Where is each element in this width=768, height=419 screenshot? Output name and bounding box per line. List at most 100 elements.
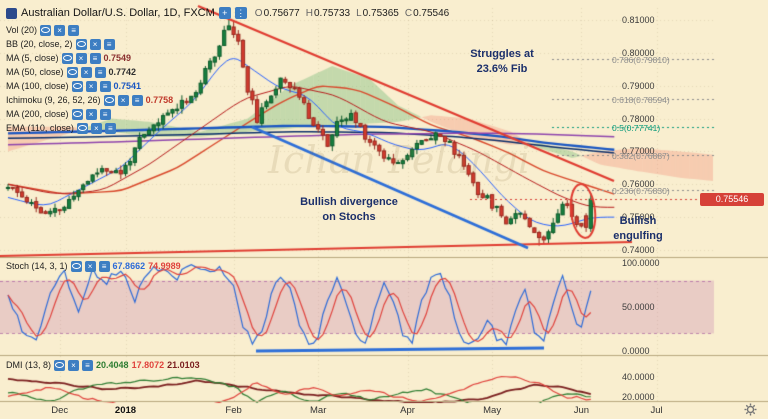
- symbol-logo-icon: [6, 7, 17, 19]
- stoch-value: 74.9989: [148, 261, 181, 271]
- eye-icon: [77, 125, 87, 131]
- indicator-value: 0.7549: [103, 53, 132, 63]
- remove-indicator-button[interactable]: ×: [84, 260, 96, 272]
- indicator-row: Ichimoku (9, 26, 52, 26) × ≡ 0.7758: [6, 93, 173, 107]
- indicator-label[interactable]: MA (200, close): [6, 109, 69, 119]
- close-value: 0.75546: [413, 7, 450, 19]
- indicator-row: MA (50, close) × ≡ 0.7742: [6, 65, 173, 79]
- dmi-label[interactable]: DMI (13, 8): [6, 360, 52, 370]
- indicator-row: EMA (110, close) × ≡: [6, 121, 173, 135]
- dmi-value: 17.8072: [131, 360, 165, 370]
- price-axis-label: 0.79000: [622, 80, 655, 91]
- indicator-menu-button[interactable]: ≡: [68, 24, 80, 36]
- visibility-toggle[interactable]: [71, 80, 83, 92]
- eye-icon: [62, 55, 72, 61]
- fib-level-label: 0.382(0.76887): [612, 151, 670, 162]
- annotation-struggles: Struggles at 23.6% Fib: [470, 48, 534, 75]
- time-axis-label: Feb: [225, 405, 242, 416]
- visibility-toggle[interactable]: [75, 38, 87, 50]
- indicator-menu-button[interactable]: ≡: [103, 38, 115, 50]
- remove-indicator-button[interactable]: ×: [89, 38, 101, 50]
- visibility-toggle[interactable]: [40, 24, 52, 36]
- price-axis-label: 0.75000: [622, 212, 655, 223]
- visibility-toggle[interactable]: [71, 108, 83, 120]
- eye-icon: [67, 69, 77, 75]
- indicator-legend: Vol (20) × ≡ BB (20, close, 2) × ≡ MA (5, clos…: [6, 23, 173, 135]
- stoch-scale-label: 0.0000: [622, 346, 650, 356]
- indicator-label[interactable]: BB (20, close, 2): [6, 39, 73, 49]
- remove-indicator-button[interactable]: ×: [80, 66, 92, 78]
- price-axis-label: 0.80000: [622, 47, 655, 58]
- price-axis-label: 0.76000: [622, 179, 655, 190]
- time-axis-label: May: [483, 405, 502, 416]
- visibility-toggle[interactable]: [66, 66, 78, 78]
- indicator-value: 0.7742: [108, 67, 137, 77]
- indicator-label[interactable]: Vol (20): [6, 25, 38, 35]
- visibility-toggle[interactable]: [61, 52, 73, 64]
- fib-level-label: 0.236(0.75830): [612, 185, 670, 196]
- indicator-menu-button[interactable]: ≡: [104, 122, 116, 134]
- remove-indicator-button[interactable]: ×: [54, 24, 66, 36]
- dmi-legend-row: DMI (13, 8) × ≡ 20.4048 17.8072 21.0103: [6, 358, 200, 372]
- close-label: C: [404, 7, 413, 19]
- more-options-button[interactable]: ⋮: [234, 7, 247, 19]
- indicator-menu-button[interactable]: ≡: [99, 108, 111, 120]
- indicator-label[interactable]: MA (50, close): [6, 67, 64, 77]
- axis-settings-gear-icon[interactable]: [744, 403, 757, 416]
- dmi-value: 20.4048: [96, 360, 129, 370]
- eye-icon: [41, 27, 51, 33]
- indicator-label[interactable]: MA (5, close): [6, 53, 59, 63]
- remove-indicator-button[interactable]: ×: [117, 94, 129, 106]
- time-axis-label: Apr: [400, 405, 415, 416]
- eye-icon: [76, 41, 86, 47]
- price-axis-label: 0.78000: [622, 113, 655, 124]
- add-alert-button[interactable]: +: [218, 7, 231, 19]
- time-axis-label: Jul: [650, 405, 663, 416]
- visibility-toggle[interactable]: [70, 260, 82, 272]
- indicator-menu-button[interactable]: ≡: [82, 359, 94, 371]
- indicator-menu-button[interactable]: ≡: [131, 94, 143, 106]
- indicator-value: 0.7758: [145, 95, 174, 105]
- indicator-menu-button[interactable]: ≡: [99, 80, 111, 92]
- open-value: 0.75677: [263, 7, 300, 19]
- time-axis-label: Mar: [310, 405, 327, 416]
- stoch-value: 67.8662: [112, 261, 146, 271]
- stoch-scale-label: 50.0000: [622, 302, 655, 312]
- dmi-value: 21.0103: [167, 360, 200, 370]
- stoch-legend-row: Stoch (14, 3, 1) × ≡ 67.8662 74.9989: [6, 259, 181, 273]
- open-label: O: [254, 7, 263, 19]
- high-value: 0.75733: [313, 7, 351, 19]
- indicator-menu-button[interactable]: ≡: [89, 52, 101, 64]
- title-bar: Australian Dollar/U.S. Dollar, 1D, FXCM …: [6, 7, 449, 19]
- indicator-row: MA (200, close) × ≡: [6, 107, 173, 121]
- remove-indicator-button[interactable]: ×: [75, 52, 87, 64]
- eye-icon: [104, 97, 114, 103]
- remove-indicator-button[interactable]: ×: [85, 80, 97, 92]
- stoch-label[interactable]: Stoch (14, 3, 1): [6, 261, 68, 271]
- visibility-toggle[interactable]: [103, 94, 115, 106]
- indicator-label[interactable]: Ichimoku (9, 26, 52, 26): [6, 95, 101, 105]
- indicator-row: Vol (20) × ≡: [6, 23, 173, 37]
- eye-icon: [55, 362, 65, 368]
- remove-indicator-button[interactable]: ×: [85, 108, 97, 120]
- price-axis-label: 0.74000: [622, 244, 655, 255]
- price-axis-label: 0.81000: [622, 15, 655, 25]
- symbol-title[interactable]: Australian Dollar/U.S. Dollar, 1D, FXCM: [21, 7, 215, 19]
- indicator-menu-button[interactable]: ≡: [98, 260, 110, 272]
- visibility-toggle[interactable]: [54, 359, 66, 371]
- fib-level-label: 0.5(0.77741): [612, 123, 661, 134]
- indicator-menu-button[interactable]: ≡: [94, 66, 106, 78]
- annotation-divergence: Bullish divergence on Stochs: [300, 196, 398, 223]
- low-label: L: [356, 7, 362, 19]
- indicator-label[interactable]: MA (100, close): [6, 81, 69, 91]
- indicator-label[interactable]: EMA (110, close): [6, 123, 74, 133]
- stoch-scale-label: 100.0000: [622, 258, 660, 268]
- remove-indicator-button[interactable]: ×: [68, 359, 80, 371]
- dmi-scale-label: 20.0000: [622, 392, 655, 402]
- remove-indicator-button[interactable]: ×: [90, 122, 102, 134]
- visibility-toggle[interactable]: [76, 122, 88, 134]
- time-axis-label: Dec: [51, 405, 69, 416]
- indicator-value: 0.7541: [113, 81, 142, 91]
